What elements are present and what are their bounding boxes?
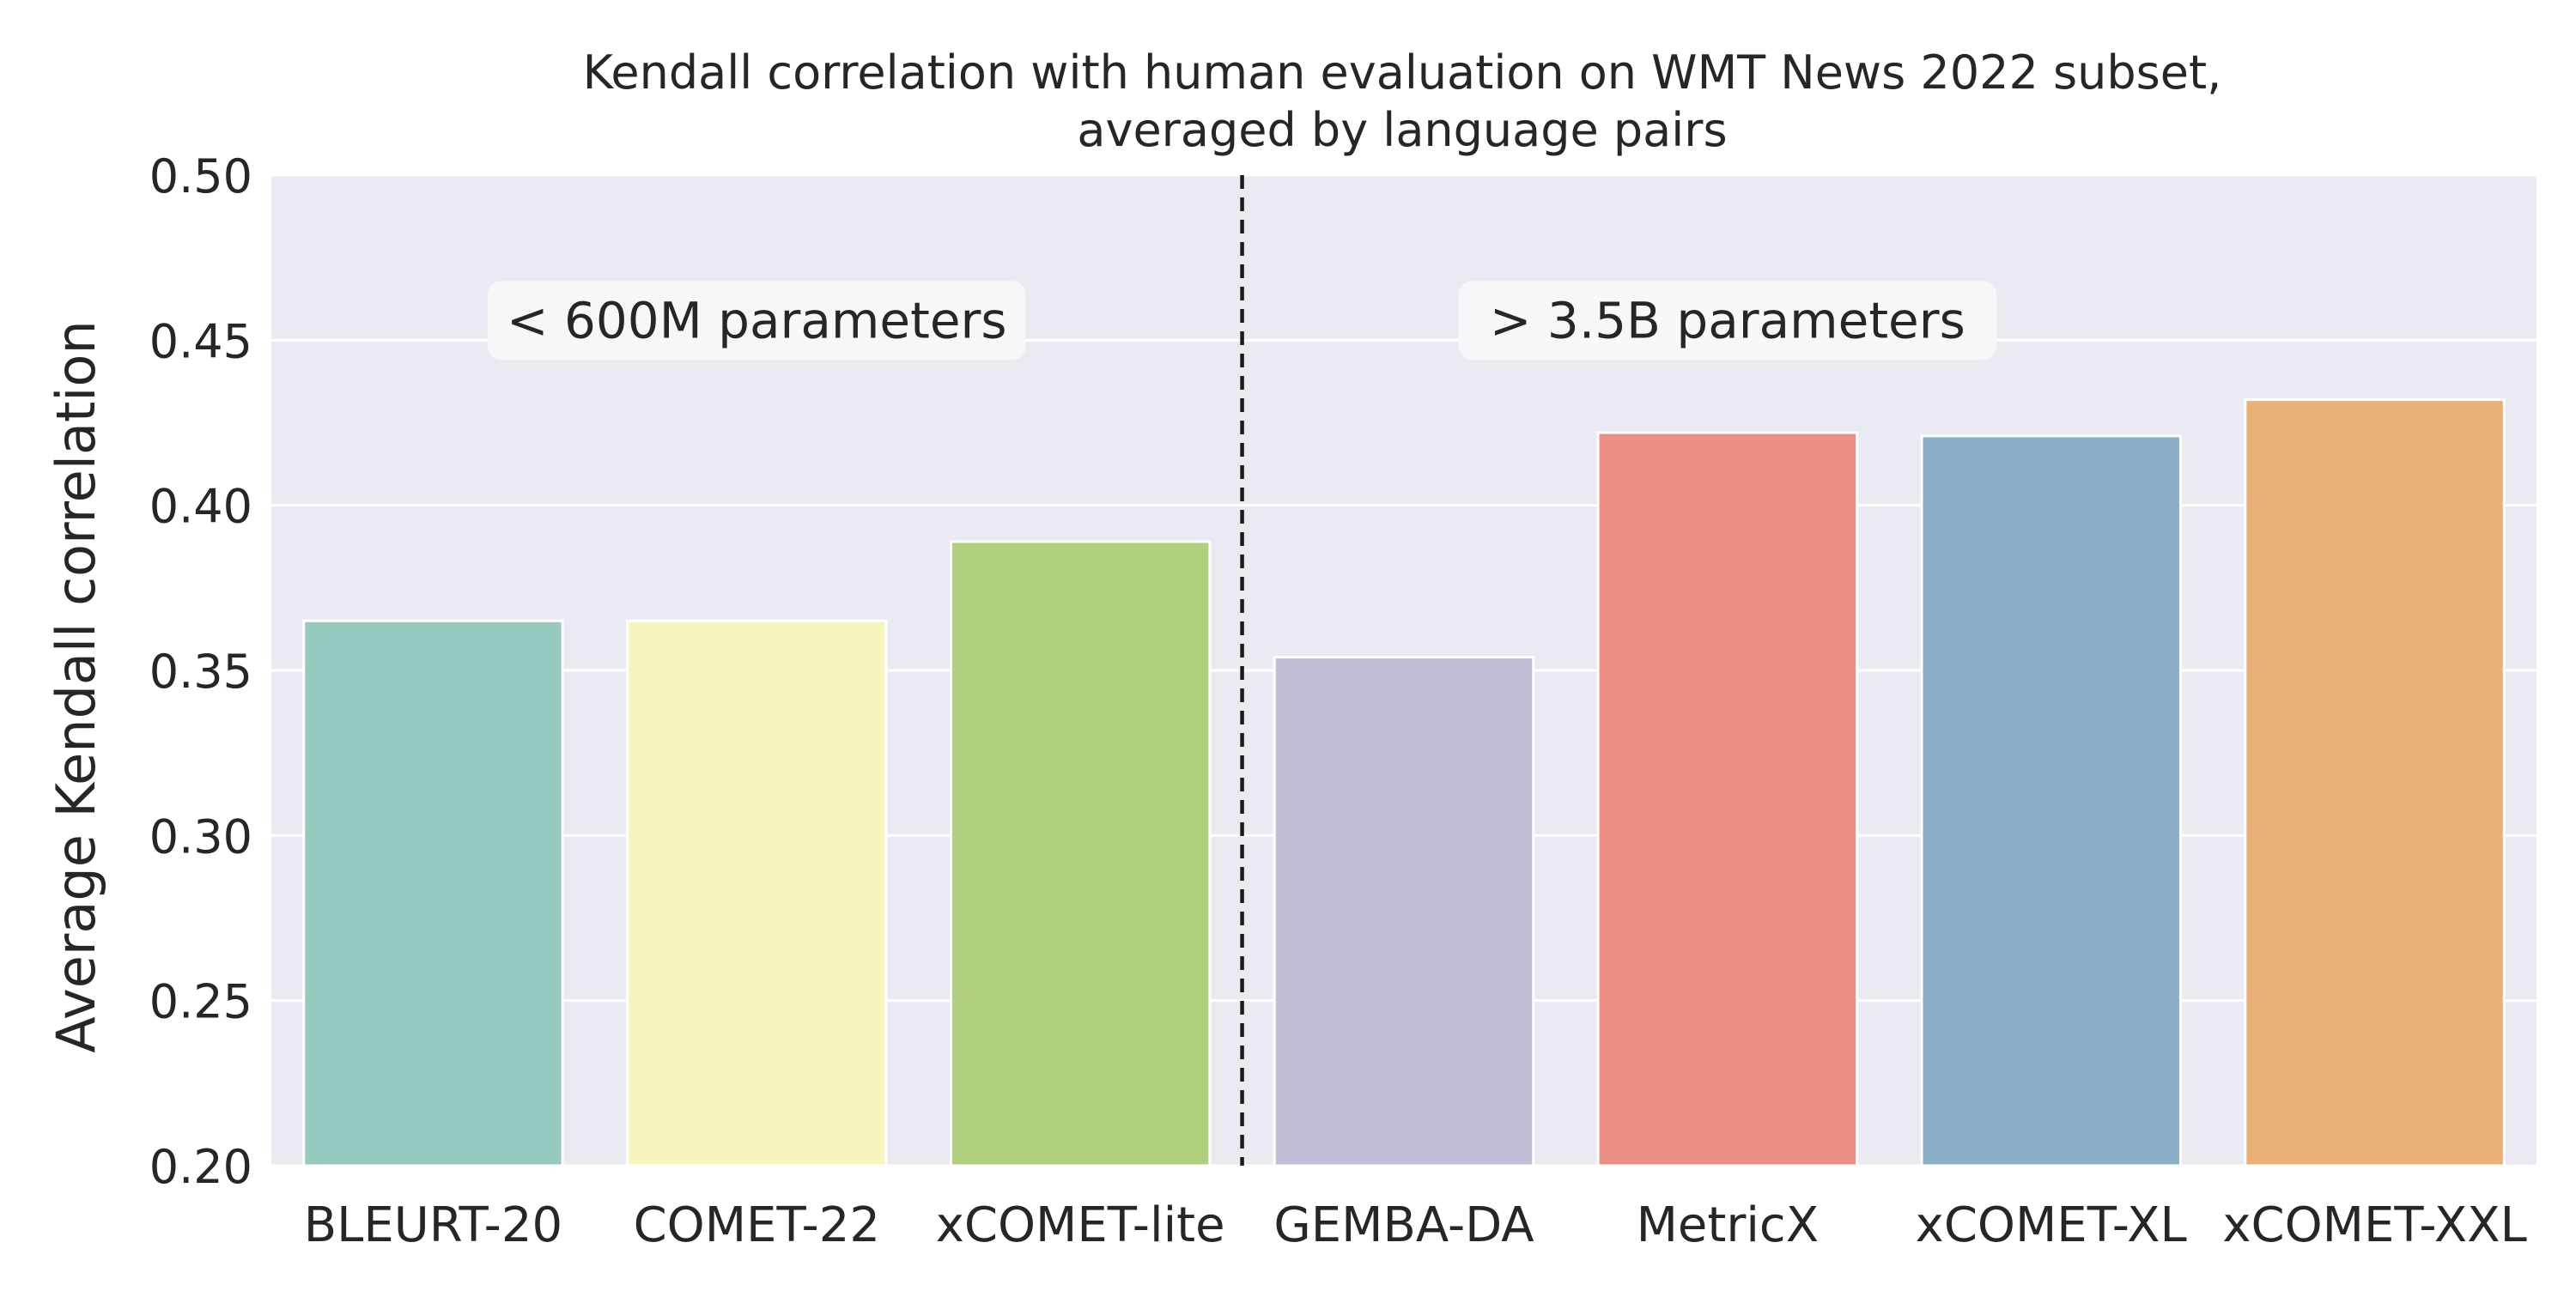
annotation-label: > 3.5B parameters [1490,291,1965,349]
chart-title-line2: averaged by language pairs [1077,103,1727,157]
y-tick-label: 0.50 [149,149,252,203]
y-tick-label: 0.35 [149,645,252,699]
x-tick-label: xCOMET-XXL [2222,1197,2526,1253]
chart-title-line1: Kendall correlation with human evaluatio… [583,45,2222,100]
bar-xcomet-xxl [2244,398,2506,1167]
annotation-box [1458,281,1997,361]
annotation-box [488,281,1026,361]
x-tick-label: COMET-22 [634,1197,880,1253]
y-tick-label: 0.30 [149,809,252,864]
y-tick-label: 0.20 [149,1140,252,1194]
x-tick-label: BLEURT-20 [304,1197,562,1253]
bar-gemba-da [1273,656,1535,1167]
x-tick-label: xCOMET-XL [1916,1197,2187,1253]
y-tick-label: 0.40 [149,480,252,534]
bar-bleurt-20 [302,619,564,1167]
bar-xcomet-lite [949,540,1212,1167]
y-axis-label: Average Kendall correlation [45,320,107,1053]
bar-xcomet-xl [1920,434,2182,1167]
bar-metricx [1596,431,1859,1167]
annotation-label: < 600M parameters [507,291,1007,349]
plot-area: 0.20 0.25 0.30 0.35 0.40 0.45 0.50 BLEURT-20 COM… [149,149,2537,1253]
bar-comet-22 [626,619,888,1167]
x-tick-label: GEMBA-DA [1273,1197,1534,1253]
x-tick-label: xCOMET-lite [936,1197,1225,1253]
y-tick-label: 0.45 [149,314,252,368]
x-tick-label: MetricX [1637,1197,1819,1253]
y-tick-label: 0.25 [149,975,252,1029]
